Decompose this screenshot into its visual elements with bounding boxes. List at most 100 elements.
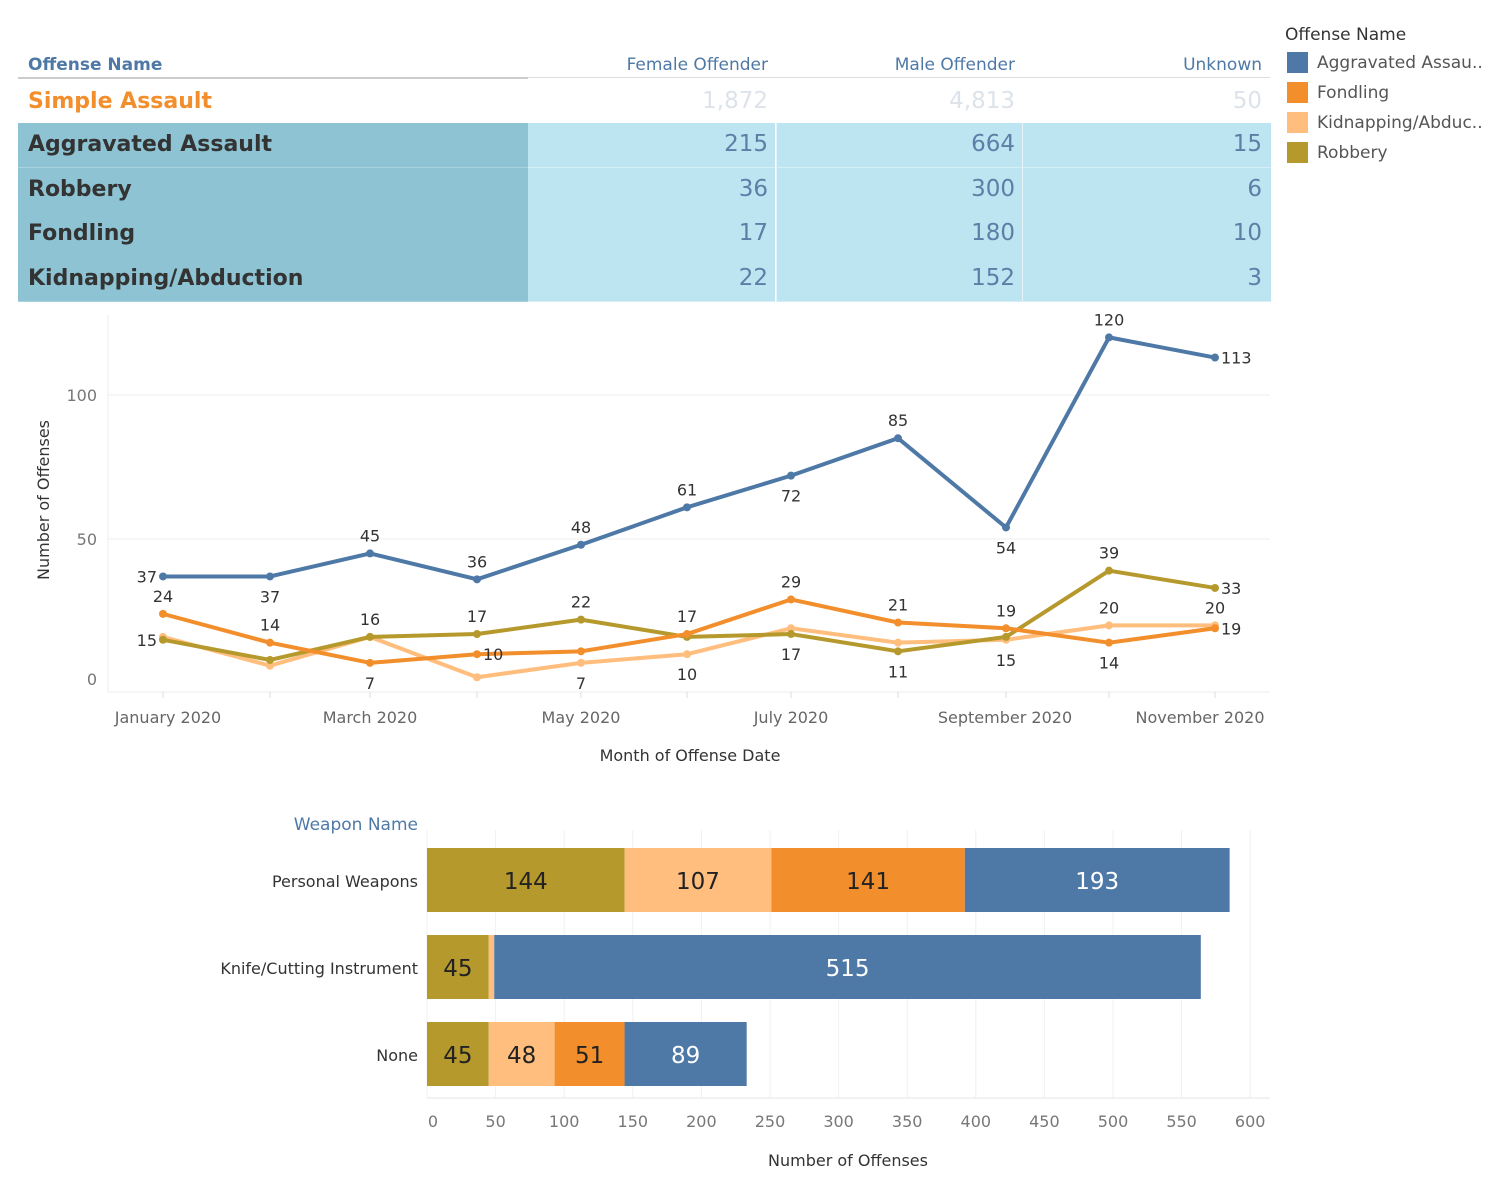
row-offense-name[interactable]: Robbery <box>28 177 132 202</box>
bar-segment <box>488 935 495 999</box>
header-female[interactable]: Female Offender <box>626 55 768 75</box>
y-tick-label: 100 <box>66 386 97 405</box>
data-label: 39 <box>1099 544 1119 563</box>
data-point <box>473 575 481 584</box>
data-point <box>683 650 691 659</box>
header-divider <box>528 77 1270 78</box>
bar-chart: 0 50 100 150 200 250 300 350 400 450 500 550 600 Numb… <box>220 815 1270 1170</box>
data-label: 85 <box>888 411 908 430</box>
cell-bg <box>528 168 775 213</box>
data-label: 11 <box>888 662 908 681</box>
data-point <box>159 635 167 644</box>
data-label: 17 <box>677 607 697 626</box>
legend-item[interactable]: Kidnapping/Abduc.. <box>1287 112 1483 133</box>
data-point <box>1105 566 1113 575</box>
category-label: Personal Weapons <box>272 872 418 891</box>
data-point <box>577 658 585 667</box>
row-offense-name[interactable]: Aggravated Assault <box>28 132 273 157</box>
bar-label: 51 <box>575 1043 604 1069</box>
cell-value: 10 <box>1232 220 1262 246</box>
bar-segment <box>964 848 1230 912</box>
data-point <box>894 638 902 647</box>
header-offense-name[interactable]: Offense Name <box>28 55 163 75</box>
data-point <box>683 503 691 512</box>
data-label: 20 <box>1205 598 1225 617</box>
legend-swatch <box>1287 112 1308 133</box>
data-label: 10 <box>677 665 697 684</box>
bar-segment <box>488 1022 555 1086</box>
legend-label: Robbery <box>1317 142 1388 163</box>
data-point <box>787 595 795 604</box>
x-tick-label: 600 <box>1235 1112 1266 1131</box>
data-point <box>366 632 374 641</box>
category-header: Weapon Name <box>294 815 418 835</box>
y-tick-label: 50 <box>77 530 97 549</box>
y-tick-label: 0 <box>87 670 97 689</box>
data-point <box>1002 523 1010 532</box>
bar-segment <box>427 1022 489 1086</box>
category-label: Knife/Cutting Instrument <box>220 959 418 978</box>
bar-segment <box>494 935 1201 999</box>
legend-item[interactable]: Robbery <box>1287 142 1388 163</box>
bar-label: 144 <box>504 869 548 895</box>
data-point <box>1211 353 1219 362</box>
cell-value: 3 <box>1247 265 1262 291</box>
cell-bg <box>776 257 1022 302</box>
legend-label: Fondling <box>1317 82 1390 103</box>
cell-bg <box>776 168 1022 213</box>
header-divider <box>18 77 528 79</box>
cell-bg <box>776 212 1022 258</box>
data-point <box>577 615 585 624</box>
cell-value: 664 <box>971 131 1015 157</box>
x-tick-label: 50 <box>485 1112 505 1131</box>
cell-bg <box>1022 123 1271 168</box>
data-point <box>1002 624 1010 633</box>
bar-label: 89 <box>671 1043 700 1069</box>
x-tick-label: September 2020 <box>938 708 1072 727</box>
data-point <box>1211 583 1219 592</box>
cell-value: 17 <box>738 220 768 246</box>
x-axis-title: Month of Offense Date <box>600 746 781 765</box>
cell-bg <box>528 212 775 258</box>
data-label: 19 <box>1221 619 1241 638</box>
header-male[interactable]: Male Offender <box>894 55 1015 75</box>
data-label: 48 <box>571 518 591 537</box>
data-point <box>577 647 585 656</box>
legend-swatch <box>1287 52 1308 73</box>
cell-value: 1,872 <box>702 88 768 114</box>
data-point <box>366 549 374 558</box>
legend-item[interactable]: Fondling <box>1287 82 1389 103</box>
bar-label: 107 <box>676 869 720 895</box>
row-offense-name[interactable]: Kidnapping/Abduction <box>28 266 304 291</box>
bar-segment <box>427 848 625 912</box>
header-unknown[interactable]: Unknown <box>1183 55 1262 75</box>
data-point <box>894 647 902 656</box>
bar-label: 515 <box>826 956 870 982</box>
data-label: 15 <box>996 651 1016 670</box>
data-point <box>473 630 481 639</box>
cell-bg <box>528 123 775 168</box>
row-offense-name[interactable]: Simple Assault <box>28 89 212 114</box>
cell-value: 6 <box>1247 176 1262 202</box>
data-label: 14 <box>1099 654 1119 673</box>
bar-label: 45 <box>443 956 472 982</box>
x-tick-label: July 2020 <box>753 708 829 727</box>
data-point <box>894 434 902 443</box>
data-point <box>473 673 481 682</box>
data-label: 7 <box>576 674 586 693</box>
x-tick-label: 400 <box>961 1112 992 1131</box>
data-label: 33 <box>1221 579 1241 598</box>
cell-value: 180 <box>971 220 1015 246</box>
data-label: 24 <box>153 587 173 606</box>
row-name-bg <box>18 257 528 302</box>
data-point <box>894 618 902 627</box>
line-chart: 0 50 100 January 2020 March 2020 May 2020 July… <box>34 310 1270 765</box>
bar-label: 45 <box>443 1043 472 1069</box>
cell-value: 4,813 <box>949 88 1015 114</box>
row-offense-name[interactable]: Fondling <box>28 221 136 246</box>
legend-item[interactable]: Aggravated Assau.. <box>1287 52 1483 73</box>
bar-segment <box>554 1022 625 1086</box>
data-label: 61 <box>677 480 697 499</box>
data-label: 20 <box>1099 598 1119 617</box>
x-tick-label: 550 <box>1166 1112 1197 1131</box>
